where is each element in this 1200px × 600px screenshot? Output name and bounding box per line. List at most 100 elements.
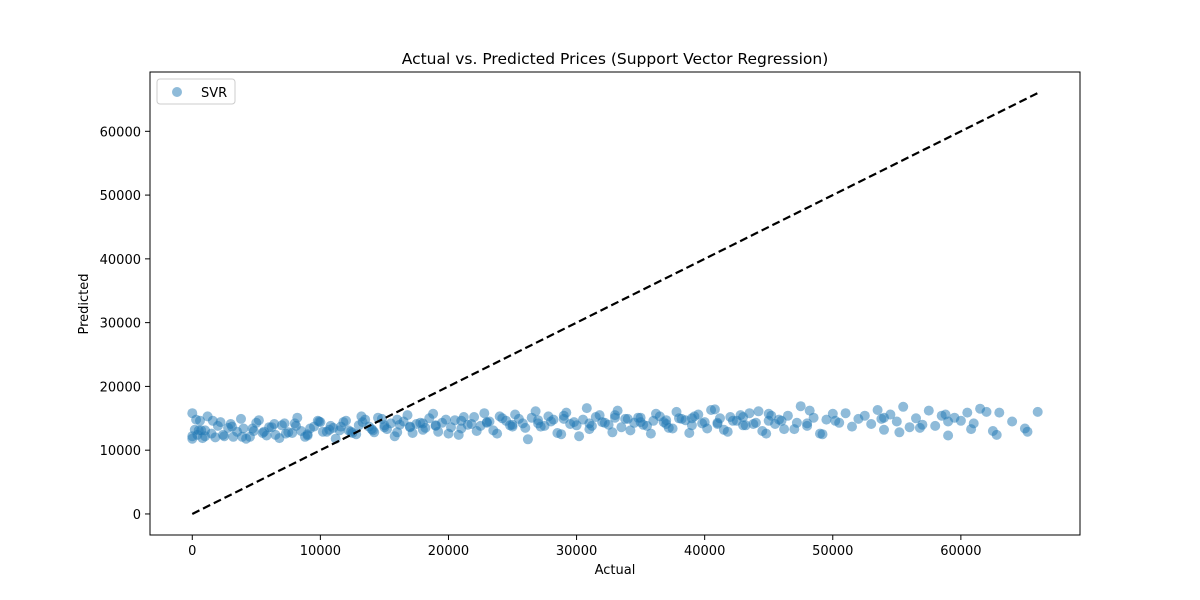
data-point (379, 420, 390, 431)
y-axis-title: Predicted (77, 273, 92, 334)
data-point (1032, 406, 1043, 417)
data-point (556, 429, 567, 440)
data-point (405, 422, 415, 433)
legend-label: SVR (201, 86, 227, 101)
data-point (817, 429, 828, 440)
y-tick-label: 60000 (100, 125, 141, 140)
data-point (914, 422, 925, 433)
data-point (440, 414, 451, 425)
data-point (453, 429, 464, 440)
data-point (981, 406, 992, 417)
data-point (753, 406, 764, 417)
data-point (727, 415, 738, 426)
y-tick-label: 40000 (100, 253, 141, 268)
data-point (367, 425, 378, 436)
data-point (569, 417, 579, 428)
x-tick-label: 10000 (300, 544, 341, 559)
data-point (517, 418, 528, 429)
data-point (894, 427, 905, 438)
data-point (709, 404, 720, 415)
data-point (497, 413, 508, 424)
data-point (207, 415, 218, 426)
axes: 0 10000 20000 30000 40000 50000 60000 0 10000 200… (100, 125, 982, 559)
data-point (187, 433, 198, 444)
data-point (302, 430, 313, 441)
data-point (236, 413, 246, 424)
data-point (471, 426, 482, 436)
data-point (898, 401, 909, 412)
data-point (466, 419, 477, 429)
data-point (840, 408, 851, 419)
data-point (218, 429, 228, 440)
y-tick-label: 30000 (100, 317, 141, 332)
data-point (966, 424, 977, 435)
data-point (548, 414, 559, 425)
data-point (227, 421, 237, 432)
data-point (763, 415, 774, 426)
data-point (616, 422, 627, 433)
data-point (802, 420, 813, 431)
y-tick-label: 20000 (100, 380, 141, 395)
data-point (663, 422, 674, 433)
plot-area (187, 92, 1043, 515)
data-point (253, 415, 264, 426)
data-point (607, 427, 618, 438)
data-point (847, 421, 857, 432)
data-point (830, 415, 841, 426)
axes-frame (149, 71, 1081, 536)
data-point (417, 418, 428, 429)
y-tick-label: 50000 (100, 189, 141, 204)
data-point (635, 417, 646, 428)
data-point (492, 428, 503, 439)
data-point (911, 413, 921, 424)
data-point (684, 428, 695, 438)
data-point (645, 428, 656, 439)
data-point (430, 420, 441, 431)
data-point (821, 414, 832, 425)
data-point (712, 417, 723, 428)
x-tick-label: 30000 (556, 544, 597, 559)
data-point (193, 425, 204, 436)
data-point (702, 423, 713, 434)
data-point (269, 419, 280, 429)
y-tick-label: 0 (133, 508, 141, 523)
data-point (510, 409, 521, 420)
data-point (279, 418, 290, 429)
legend: SVR (156, 78, 236, 105)
data-point (943, 430, 954, 441)
data-point (324, 424, 335, 435)
reference-line (191, 92, 1039, 515)
data-point (943, 416, 954, 427)
data-point (402, 410, 413, 421)
data-point (247, 423, 258, 434)
data-point (923, 405, 934, 416)
data-point (479, 408, 490, 419)
data-point (620, 413, 631, 424)
data-point (280, 428, 291, 439)
data-point (791, 417, 802, 428)
data-point (456, 415, 467, 426)
data-point (291, 420, 301, 431)
data-point (481, 417, 492, 428)
data-point (228, 431, 239, 442)
data-point (904, 422, 915, 433)
data-point (574, 431, 585, 442)
data-point (507, 419, 518, 430)
x-tick-label: 50000 (812, 544, 853, 559)
data-point (530, 406, 541, 417)
legend-box (156, 78, 236, 105)
data-point (357, 417, 368, 428)
data-point (599, 417, 610, 428)
data-point (676, 413, 687, 424)
data-point (238, 423, 249, 434)
data-point (335, 421, 346, 432)
data-point (610, 412, 620, 423)
data-point (581, 403, 592, 414)
data-point (994, 407, 1005, 418)
x-tick-label: 20000 (428, 544, 469, 559)
data-point (389, 431, 400, 442)
data-point (625, 425, 636, 436)
data-point (722, 426, 733, 437)
